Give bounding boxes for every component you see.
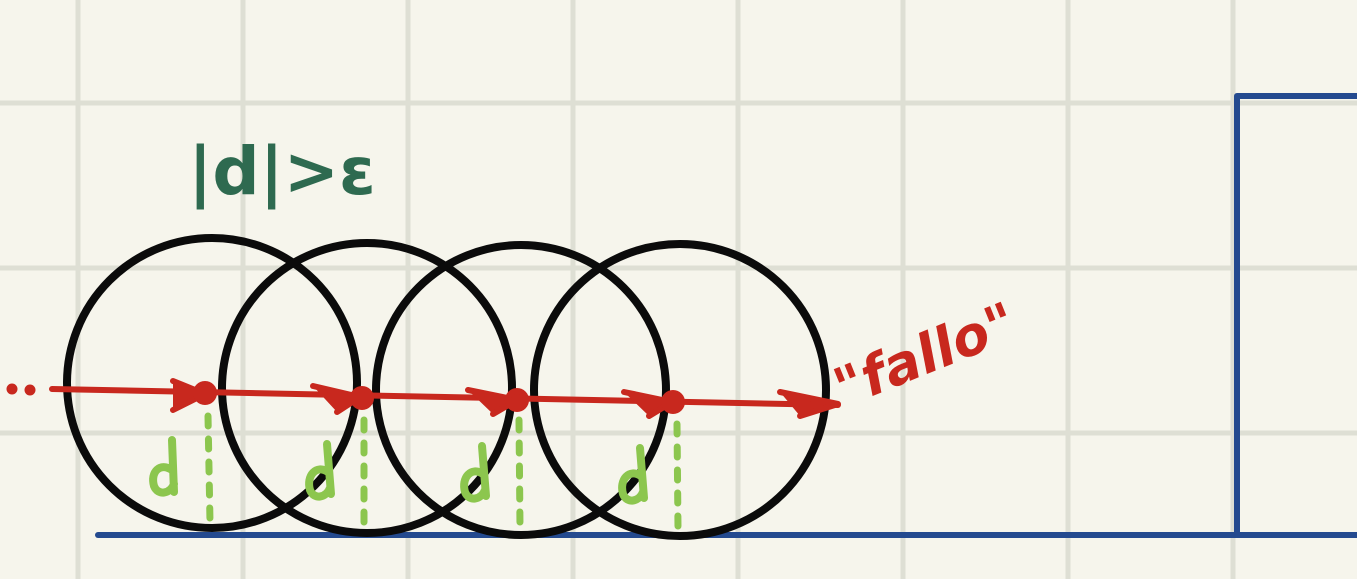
hit-point	[505, 388, 529, 412]
scene-geometry	[95, 93, 1357, 538]
ray	[6, 378, 841, 419]
d-glyphs	[149, 436, 648, 505]
d-glyph	[149, 436, 178, 497]
distance-circle	[530, 240, 830, 540]
condition-label: |d|>ε	[188, 133, 376, 211]
radius-dash	[204, 412, 214, 526]
distance-circle	[218, 239, 516, 537]
hit-point	[193, 381, 217, 405]
distance-circle	[372, 241, 670, 539]
d-glyph	[305, 440, 335, 501]
distance-marks	[204, 412, 682, 532]
distance-circle	[63, 234, 361, 532]
tracing-circles	[63, 234, 830, 540]
radius-dash	[673, 420, 682, 532]
d-glyph	[618, 444, 648, 505]
d-glyph	[460, 442, 490, 503]
radius-dash	[515, 416, 524, 531]
ray-origin-dot	[24, 384, 36, 396]
hit-point	[350, 386, 374, 410]
ray-origin-dot	[6, 383, 18, 395]
wall-outline	[1234, 93, 1357, 536]
final-arrowhead	[777, 389, 841, 419]
hit-point	[661, 390, 685, 414]
